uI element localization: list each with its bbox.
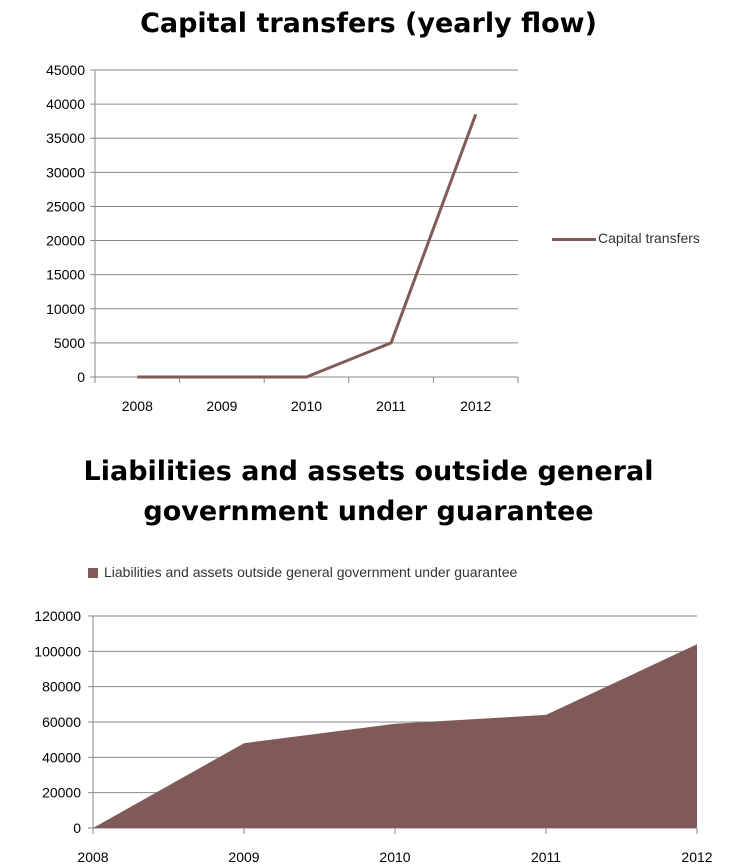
y-tick-label: 45000 xyxy=(46,62,85,78)
y-tick-label: 10000 xyxy=(46,301,85,317)
y-tick-label: 35000 xyxy=(46,130,85,146)
y-tick-label: 0 xyxy=(73,820,81,836)
chart-title-capital-transfers: Capital transfers (yearly flow) xyxy=(140,8,597,39)
x-tick-label: 2008 xyxy=(77,849,108,865)
chart-title-liabilities: Liabilities and assets outside general g… xyxy=(83,456,654,527)
legend-label: Capital transfers xyxy=(598,230,700,246)
y-tick-label: 100000 xyxy=(34,643,81,659)
legend-line-swatch xyxy=(552,237,596,241)
y-tick-label: 30000 xyxy=(46,164,85,180)
x-tick-label: 2009 xyxy=(206,398,237,414)
y-tick-label: 60000 xyxy=(42,714,81,730)
x-tick-label: 2010 xyxy=(291,398,322,414)
y-tick-label: 40000 xyxy=(46,96,85,112)
y-tick-label: 5000 xyxy=(54,335,85,351)
legend-liabilities: Liabilities and assets outside general g… xyxy=(88,564,517,580)
y-tick-label: 120000 xyxy=(34,608,81,624)
x-tick-label: 2011 xyxy=(376,398,406,414)
x-tick-label: 2010 xyxy=(379,849,410,865)
y-tick-label: 80000 xyxy=(42,679,81,695)
series-area-liabilities xyxy=(93,644,697,828)
x-tick-label: 2008 xyxy=(122,398,153,414)
legend-label: Liabilities and assets outside general g… xyxy=(104,564,518,580)
legend-box-swatch xyxy=(88,568,98,579)
y-tick-label: 0 xyxy=(77,369,85,385)
legend-capital-transfers: Capital transfers xyxy=(552,230,700,246)
x-tick-label: 2009 xyxy=(228,849,259,865)
x-tick-label: 2012 xyxy=(681,849,712,865)
x-tick-label: 2012 xyxy=(460,398,491,414)
y-tick-label: 25000 xyxy=(46,198,85,214)
x-tick-label: 2011 xyxy=(531,849,561,865)
y-tick-label: 20000 xyxy=(46,233,85,249)
series-line-capital-transfers xyxy=(137,113,478,379)
y-tick-label: 20000 xyxy=(42,785,81,801)
y-tick-label: 15000 xyxy=(46,267,85,283)
y-tick-label: 40000 xyxy=(42,749,81,765)
